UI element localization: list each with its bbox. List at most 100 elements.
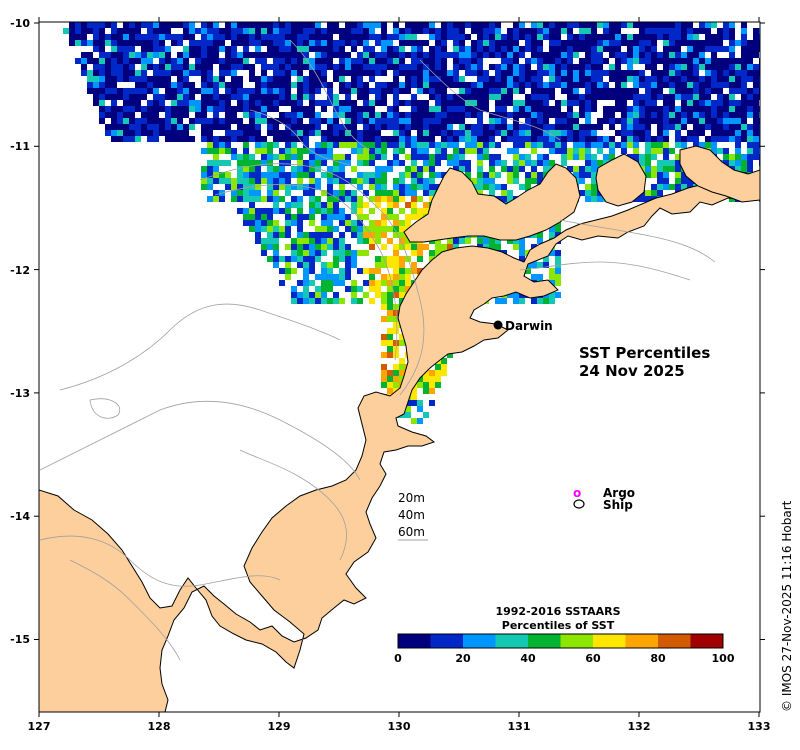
sst-pixel (201, 52, 207, 58)
sst-pixel (351, 226, 357, 232)
sst-pixel (507, 58, 513, 64)
sst-pixel (645, 112, 651, 118)
sst-pixel (267, 28, 273, 34)
sst-pixel (111, 82, 117, 88)
sst-pixel (585, 130, 591, 136)
sst-pixel (549, 88, 555, 94)
sst-pixel (561, 130, 567, 136)
sst-pixel (129, 136, 135, 142)
sst-pixel (345, 106, 351, 112)
sst-pixel (375, 112, 381, 118)
sst-pixel (729, 58, 735, 64)
sst-pixel (735, 106, 741, 112)
sst-pixel (387, 292, 393, 298)
sst-pixel (231, 46, 237, 52)
sst-pixel (207, 166, 213, 172)
sst-pixel (135, 130, 141, 136)
sst-pixel (741, 106, 747, 112)
sst-pixel (267, 166, 273, 172)
sst-pixel (687, 76, 693, 82)
sst-pixel (255, 28, 261, 34)
sst-pixel (309, 184, 315, 190)
sst-pixel (255, 190, 261, 196)
sst-pixel (741, 58, 747, 64)
sst-pixel (453, 22, 459, 28)
sst-pixel (543, 34, 549, 40)
sst-pixel (93, 100, 99, 106)
sst-pixel (213, 178, 219, 184)
sst-pixel (207, 172, 213, 178)
sst-pixel (387, 286, 393, 292)
sst-pixel (453, 40, 459, 46)
sst-pixel (717, 106, 723, 112)
sst-pixel (339, 100, 345, 106)
sst-pixel (237, 208, 243, 214)
sst-pixel (603, 34, 609, 40)
sst-pixel (351, 112, 357, 118)
sst-pixel (261, 118, 267, 124)
sst-pixel (369, 58, 375, 64)
sst-pixel (219, 142, 225, 148)
sst-pixel (345, 28, 351, 34)
sst-pixel (231, 118, 237, 124)
sst-pixel (489, 238, 495, 244)
sst-pixel (183, 64, 189, 70)
sst-pixel (699, 52, 705, 58)
sst-pixel (429, 28, 435, 34)
sst-pixel (249, 34, 255, 40)
sst-pixel (693, 100, 699, 106)
sst-pixel (651, 118, 657, 124)
sst-pixel (135, 70, 141, 76)
sst-pixel (423, 82, 429, 88)
sst-pixel (387, 208, 393, 214)
sst-pixel (237, 100, 243, 106)
sst-pixel (627, 124, 633, 130)
sst-pixel (105, 124, 111, 130)
sst-pixel (375, 118, 381, 124)
sst-pixel (417, 58, 423, 64)
sst-pixel (333, 208, 339, 214)
sst-pixel (501, 166, 507, 172)
sst-pixel (159, 64, 165, 70)
sst-pixel (705, 28, 711, 34)
sst-pixel (537, 34, 543, 40)
sst-pixel (747, 130, 753, 136)
sst-pixel (351, 250, 357, 256)
sst-pixel (663, 154, 669, 160)
sst-pixel (591, 136, 597, 142)
sst-pixel (381, 184, 387, 190)
sst-pixel (399, 256, 405, 262)
sst-pixel (369, 28, 375, 34)
sst-pixel (207, 106, 213, 112)
sst-pixel (621, 136, 627, 142)
sst-pixel (507, 112, 513, 118)
sst-pixel (573, 52, 579, 58)
sst-pixel (747, 112, 753, 118)
sst-pixel (207, 40, 213, 46)
sst-pixel (321, 52, 327, 58)
sst-pixel (675, 40, 681, 46)
sst-pixel (531, 112, 537, 118)
sst-pixel (435, 172, 441, 178)
sst-pixel (663, 100, 669, 106)
sst-pixel (207, 184, 213, 190)
sst-pixel (699, 118, 705, 124)
sst-pixel (207, 148, 213, 154)
sst-pixel (237, 58, 243, 64)
sst-pixel (579, 64, 585, 70)
sst-pixel (201, 76, 207, 82)
sst-pixel (357, 70, 363, 76)
sst-pixel (249, 112, 255, 118)
sst-pixel (405, 154, 411, 160)
sst-pixel (453, 238, 459, 244)
sst-pixel (717, 76, 723, 82)
sst-pixel (423, 208, 429, 214)
sst-pixel (321, 214, 327, 220)
sst-pixel (651, 112, 657, 118)
sst-pixel (483, 172, 489, 178)
sst-pixel (285, 208, 291, 214)
sst-pixel (309, 118, 315, 124)
sst-pixel (669, 148, 675, 154)
sst-pixel (555, 76, 561, 82)
sst-pixel (519, 70, 525, 76)
